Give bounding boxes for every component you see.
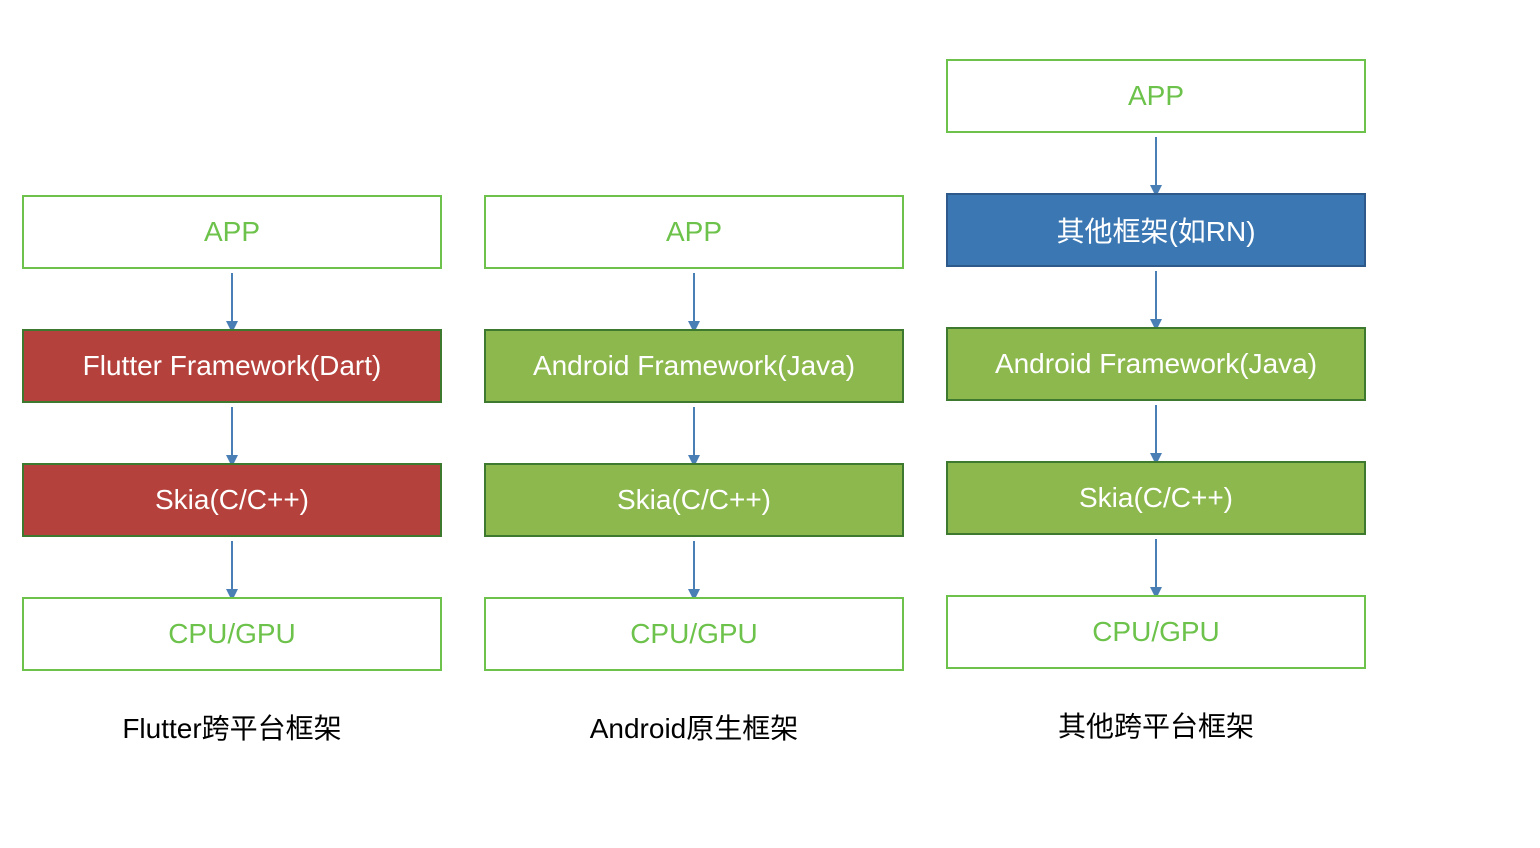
- layer-box: APP: [946, 59, 1366, 133]
- down-arrow-icon: [946, 401, 1366, 461]
- down-arrow-icon: [946, 133, 1366, 193]
- layer-box: Android Framework(Java): [946, 327, 1366, 401]
- layer-box: CPU/GPU: [484, 597, 904, 671]
- layer-box: Skia(C/C++): [484, 463, 904, 537]
- layer-box: Flutter Framework(Dart): [22, 329, 442, 403]
- down-arrow-icon: [946, 267, 1366, 327]
- column-caption: Android原生框架: [484, 707, 904, 747]
- layer-box: APP: [22, 195, 442, 269]
- stack-column-android: APP Android Framework(Java) Skia(C/C++) …: [484, 195, 904, 747]
- column-caption: 其他跨平台框架: [946, 705, 1366, 745]
- layer-box: Skia(C/C++): [22, 463, 442, 537]
- down-arrow-icon: [484, 269, 904, 329]
- layer-box: Skia(C/C++): [946, 461, 1366, 535]
- down-arrow-icon: [484, 403, 904, 463]
- stack-column-other: APP 其他框架(如RN) Android Framework(Java) Sk…: [946, 59, 1366, 745]
- layer-box: 其他框架(如RN): [946, 193, 1366, 267]
- column-caption: Flutter跨平台框架: [22, 707, 442, 747]
- layer-box: CPU/GPU: [22, 597, 442, 671]
- down-arrow-icon: [946, 535, 1366, 595]
- stack-column-flutter: APP Flutter Framework(Dart) Skia(C/C++) …: [22, 195, 442, 747]
- down-arrow-icon: [484, 537, 904, 597]
- layer-box: CPU/GPU: [946, 595, 1366, 669]
- down-arrow-icon: [22, 537, 442, 597]
- layer-box: Android Framework(Java): [484, 329, 904, 403]
- down-arrow-icon: [22, 403, 442, 463]
- down-arrow-icon: [22, 269, 442, 329]
- layer-box: APP: [484, 195, 904, 269]
